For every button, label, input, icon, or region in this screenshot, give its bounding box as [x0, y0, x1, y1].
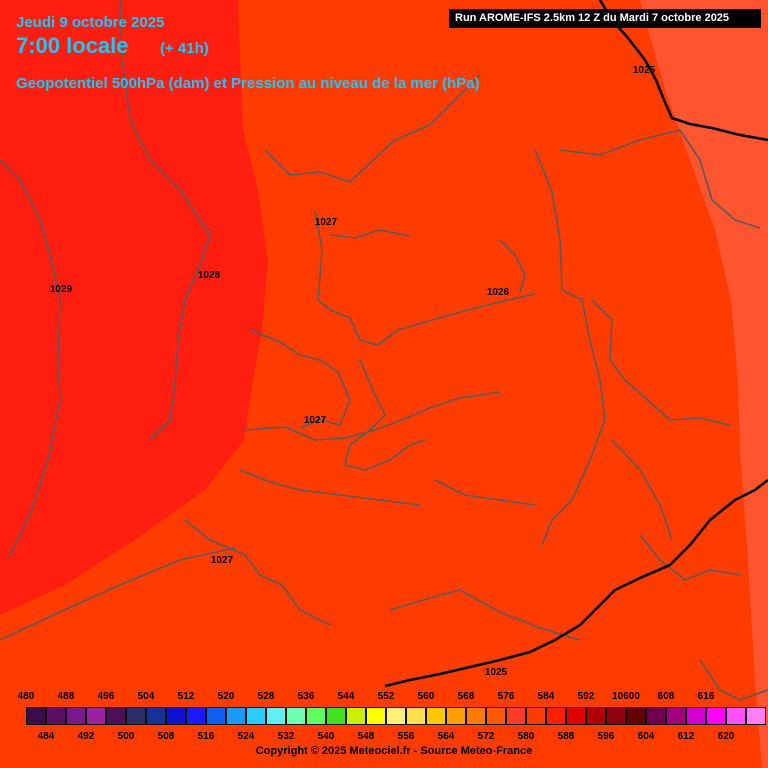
legend-tick-top: 552: [377, 691, 395, 702]
legend-swatch: [426, 707, 446, 725]
legend-swatch: [246, 707, 266, 725]
legend-swatch: [266, 707, 286, 725]
legend-tick-bottom: 604: [637, 731, 655, 742]
legend-tick-top: 608: [657, 691, 675, 702]
legend-tick-bottom: 612: [677, 731, 695, 742]
band-568-dam: [0, 0, 268, 615]
legend-swatch: [146, 707, 166, 725]
legend-tick-bottom: 524: [237, 731, 255, 742]
legend-tick-bottom: 548: [357, 731, 375, 742]
isobar-label: 1029: [50, 284, 73, 295]
legend-tick-top: 528: [257, 691, 275, 702]
legend-tick-top: 504: [137, 691, 155, 702]
legend-tick-top: 480: [17, 691, 35, 702]
legend-swatch: [726, 707, 746, 725]
legend-tick-top: 488: [57, 691, 75, 702]
legend-tick-bottom: 564: [437, 731, 455, 742]
legend-tick-top: 512: [177, 691, 195, 702]
legend-swatch: [466, 707, 486, 725]
legend-tick-bottom: 484: [37, 731, 55, 742]
isobar-labels: 1029 1028 1027 1027 1027 1026 1025 1025: [50, 65, 656, 678]
legend-tick-bottom: 532: [277, 731, 295, 742]
legend-tick-top: 592: [577, 691, 595, 702]
legend-tick-bottom: 620: [717, 731, 735, 742]
forecast-time: 7:00 locale: [16, 33, 129, 58]
legend-swatch: [506, 707, 526, 725]
legend-swatch: [646, 707, 666, 725]
legend-tick-bottom: 492: [77, 731, 95, 742]
legend-tick-top: 536: [297, 691, 315, 702]
legend-swatch: [686, 707, 706, 725]
legend-tick-bottom: 596: [597, 731, 615, 742]
legend-tick-bottom: 500: [117, 731, 135, 742]
legend-tick-bottom: 508: [157, 731, 175, 742]
legend-tick-bottom: 588: [557, 731, 575, 742]
lead-time: (+ 41h): [160, 40, 209, 57]
legend-swatch: [286, 707, 306, 725]
legend-tick-top: 616: [697, 691, 715, 702]
run-banner: Run AROME-IFS 2.5km 12 Z du Mardi 7 octo…: [449, 9, 761, 28]
legend-swatch: [406, 707, 426, 725]
legend-swatch: [106, 707, 126, 725]
legend-tick-top: 496: [97, 691, 115, 702]
legend-swatch: [366, 707, 386, 725]
legend-swatch: [206, 707, 226, 725]
legend-tick-bottom: 556: [397, 731, 415, 742]
legend-swatch: [346, 707, 366, 725]
isobar-label: 1025: [485, 667, 508, 678]
legend-swatch: [526, 707, 546, 725]
legend-tick-top: 10600: [612, 691, 640, 702]
copyright-text: Copyright © 2025 Meteociel.fr - Source M…: [255, 745, 533, 757]
legend-swatch: [706, 707, 726, 725]
legend-swatch: [66, 707, 86, 725]
legend-tick-bottom: 516: [197, 731, 215, 742]
legend-swatch: [486, 707, 506, 725]
legend-tick-top: 576: [497, 691, 515, 702]
legend-swatch: [626, 707, 646, 725]
legend-tick-top: 520: [217, 691, 235, 702]
legend-tick-top: 584: [537, 691, 555, 702]
legend-swatch: [186, 707, 206, 725]
legend-swatch: [666, 707, 686, 725]
legend-tick-top: 544: [337, 691, 355, 702]
forecast-date: Jeudi 9 octobre 2025: [16, 14, 165, 31]
band-576-dam: [640, 0, 768, 768]
legend-swatch: [386, 707, 406, 725]
isobar-label: 1027: [315, 217, 338, 228]
isobar-label: 1027: [304, 415, 327, 426]
legend-swatch: [606, 707, 626, 725]
legend-tick-bottom: 572: [477, 731, 495, 742]
isobar-label: 1027: [211, 555, 234, 566]
legend-tick-bottom: 580: [517, 731, 535, 742]
legend-swatch: [326, 707, 346, 725]
isobar-label: 1028: [198, 270, 221, 281]
legend-swatch: [566, 707, 586, 725]
legend-swatch: [166, 707, 186, 725]
legend-swatch: [746, 707, 766, 725]
legend-swatch: [126, 707, 146, 725]
isobar-label: 1025: [633, 65, 656, 76]
parameter-title: Geopotentiel 500hPa (dam) et Pression au…: [16, 75, 480, 92]
legend-swatch: [446, 707, 466, 725]
legend-tick-bottom: 540: [317, 731, 335, 742]
legend-swatch: [46, 707, 66, 725]
legend-swatch: [586, 707, 606, 725]
isobar-label: 1026: [487, 287, 510, 298]
legend-swatch: [306, 707, 326, 725]
legend-swatch: [546, 707, 566, 725]
legend-swatch: [226, 707, 246, 725]
border-lines: [0, 0, 768, 701]
legend-tick-top: 568: [457, 691, 475, 702]
legend-swatch: [86, 707, 106, 725]
coastlines: [384, 0, 768, 688]
legend-tick-top: 560: [417, 691, 435, 702]
legend-swatch: [26, 707, 46, 725]
